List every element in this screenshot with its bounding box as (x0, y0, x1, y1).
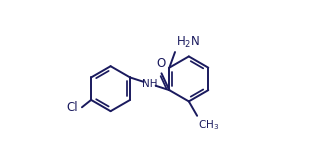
Text: H$_2$N: H$_2$N (176, 35, 200, 50)
Text: CH$_3$: CH$_3$ (198, 118, 219, 132)
Text: Cl: Cl (66, 101, 78, 114)
Text: NH: NH (142, 79, 158, 89)
Text: O: O (156, 57, 165, 70)
